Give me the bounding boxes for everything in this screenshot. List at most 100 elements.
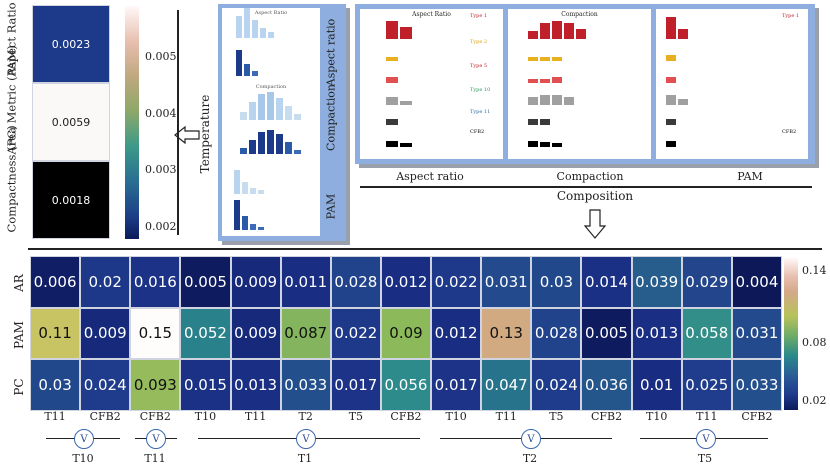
temperature-panel-inner: Aspect Ratio Compaction [222,8,320,236]
heatmap-cell: 0.028 [330,256,381,308]
column-label: T5 [348,410,364,423]
composition-column-pam: Type 1 CFB2 [656,9,808,159]
small-heatmap-cell: 0.0018 [32,161,110,239]
mini-chart-title: Aspect Ratio [254,10,288,16]
group-label: T10 [72,452,94,465]
heatmap-cell: 0.005 [180,256,231,308]
heatmap-cell: 0.015 [180,359,231,411]
heatmap-cell: 0.017 [330,359,381,411]
column-label: T11 [244,410,267,423]
column-label: T11 [696,410,718,423]
heatmap-cell: 0.047 [481,359,532,411]
heatmap-cell: 0.03 [30,359,81,411]
mini-chart-block [226,160,316,234]
mini-label-compaction: Compaction [324,84,338,151]
main-colorbar-tick: 0.08 [802,336,827,349]
column-label: T5 [549,410,564,423]
section-divider [28,248,822,250]
heatmap-cell: 0.093 [130,359,181,411]
composition-axis-pam: PAM [737,170,763,183]
group-label: T5 [697,452,713,465]
type-label: Type 1 [782,13,800,19]
main-colorbar [784,258,798,410]
heatmap-cell: 0.087 [280,307,331,360]
heatmap-cell: 0.13 [481,307,532,360]
heatmap-cell: 0.031 [731,307,782,360]
heatmap-cell: 0.017 [431,359,482,411]
small-heatmap-cell: 0.0059 [32,83,110,161]
column-label: CFB2 [390,410,422,423]
down-arrow-icon [583,209,607,239]
heatmap-cell: 0.036 [581,359,632,411]
heatmap-cell: 0.09 [380,307,432,360]
group-marker-icon: V [146,429,166,449]
heatmap-cell: 0.004 [731,256,782,308]
column-label: T10 [645,410,668,423]
composition-column-aspect: Aspect Ratio Type 1 Type 2 Type 5 Type 1… [360,9,503,159]
type-label: Type 1 [470,13,488,19]
heatmap-cell: 0.009 [230,307,281,360]
column-label: T11 [495,410,517,423]
heatmap-cell: 0.022 [431,256,482,308]
main-colorbar-tick: 0.14 [802,264,827,277]
composition-column-header: Compaction [561,11,598,18]
heatmap-cell: 0.033 [280,359,331,411]
mini-label-pam: PAM [324,193,338,220]
heatmap-cell: 0.028 [531,307,582,360]
main-heatmap-grid: 0.006 0.02 0.016 0.005 0.009 0.011 0.028 0.012 0… [30,256,782,411]
column-label: T10 [445,410,467,423]
heatmap-cell: 0.012 [431,307,482,360]
temperature-label: Temperature [198,94,212,174]
mini-chart-block: Compaction [226,84,316,156]
type-label: Type 5 [470,63,488,69]
heatmap-cell: 0.01 [631,359,682,411]
heatmap-cell: 0.033 [731,359,782,411]
main-row-label: PAM [12,321,26,349]
composition-column-header: Aspect Ratio [412,11,451,18]
mini-chart-title: Compaction [255,84,287,90]
column-label: CFB2 [139,410,171,423]
heatmap-cell: 0.052 [180,307,231,360]
group-label: T2 [522,452,538,465]
heatmap-cell: 0.11 [30,307,81,360]
type-label: Type 10 [470,87,491,93]
mini-label-aspect-ratio: Aspect ratio [324,18,338,87]
column-label: T10 [194,410,217,423]
heatmap-cell: 0.011 [280,256,331,308]
type-label: Type 2 [470,39,488,45]
composition-label: Composition [556,189,634,203]
column-label: T2 [298,410,313,423]
heatmap-cell: 0.013 [230,359,281,411]
small-colorbar-tick: 0.004 [145,107,177,120]
composition-bracket [360,186,812,188]
temperature-bracket [177,10,179,235]
small-colorbar-tick: 0.003 [145,163,177,176]
type-label: CFB2 [470,129,485,135]
main-colorbar-tick: 0.02 [802,394,827,407]
heatmap-cell: 0.012 [380,256,432,308]
type-label: Type 11 [470,109,491,115]
column-label: CFB2 [89,410,121,423]
heatmap-cell: 0.024 [80,359,131,411]
column-label: T11 [44,410,66,423]
group-marker-icon: V [521,429,541,449]
heatmap-cell: 0.056 [380,359,432,411]
group-label: T1 [297,452,313,465]
heatmap-cell: 0.009 [80,307,131,360]
heatmap-cell: 0.15 [130,307,181,360]
main-column-labels: T11 CFB2 CFB2 T10 T11 T2 T5 CFB2 T10 T11 T5 CFB2 T10… [30,410,782,424]
column-label: CFB2 [741,410,773,423]
heatmap-cell: 0.039 [631,256,682,308]
column-label: CFB2 [590,410,623,423]
main-row-label: AR [12,274,26,292]
small-colorbar [125,6,139,239]
heatmap-cell: 0.009 [230,256,281,308]
mini-chart-block: Aspect Ratio [226,8,316,80]
left-arrow-icon [174,125,200,145]
heatmap-cell: 0.022 [330,307,381,360]
small-colorbar-tick: 0.002 [145,220,177,233]
type-label: CFB2 [782,129,797,135]
heatmap-cell: 0.013 [631,307,682,360]
row-label-pc: Compactness (PC) [4,125,19,233]
heatmap-cell: 0.025 [681,359,732,411]
